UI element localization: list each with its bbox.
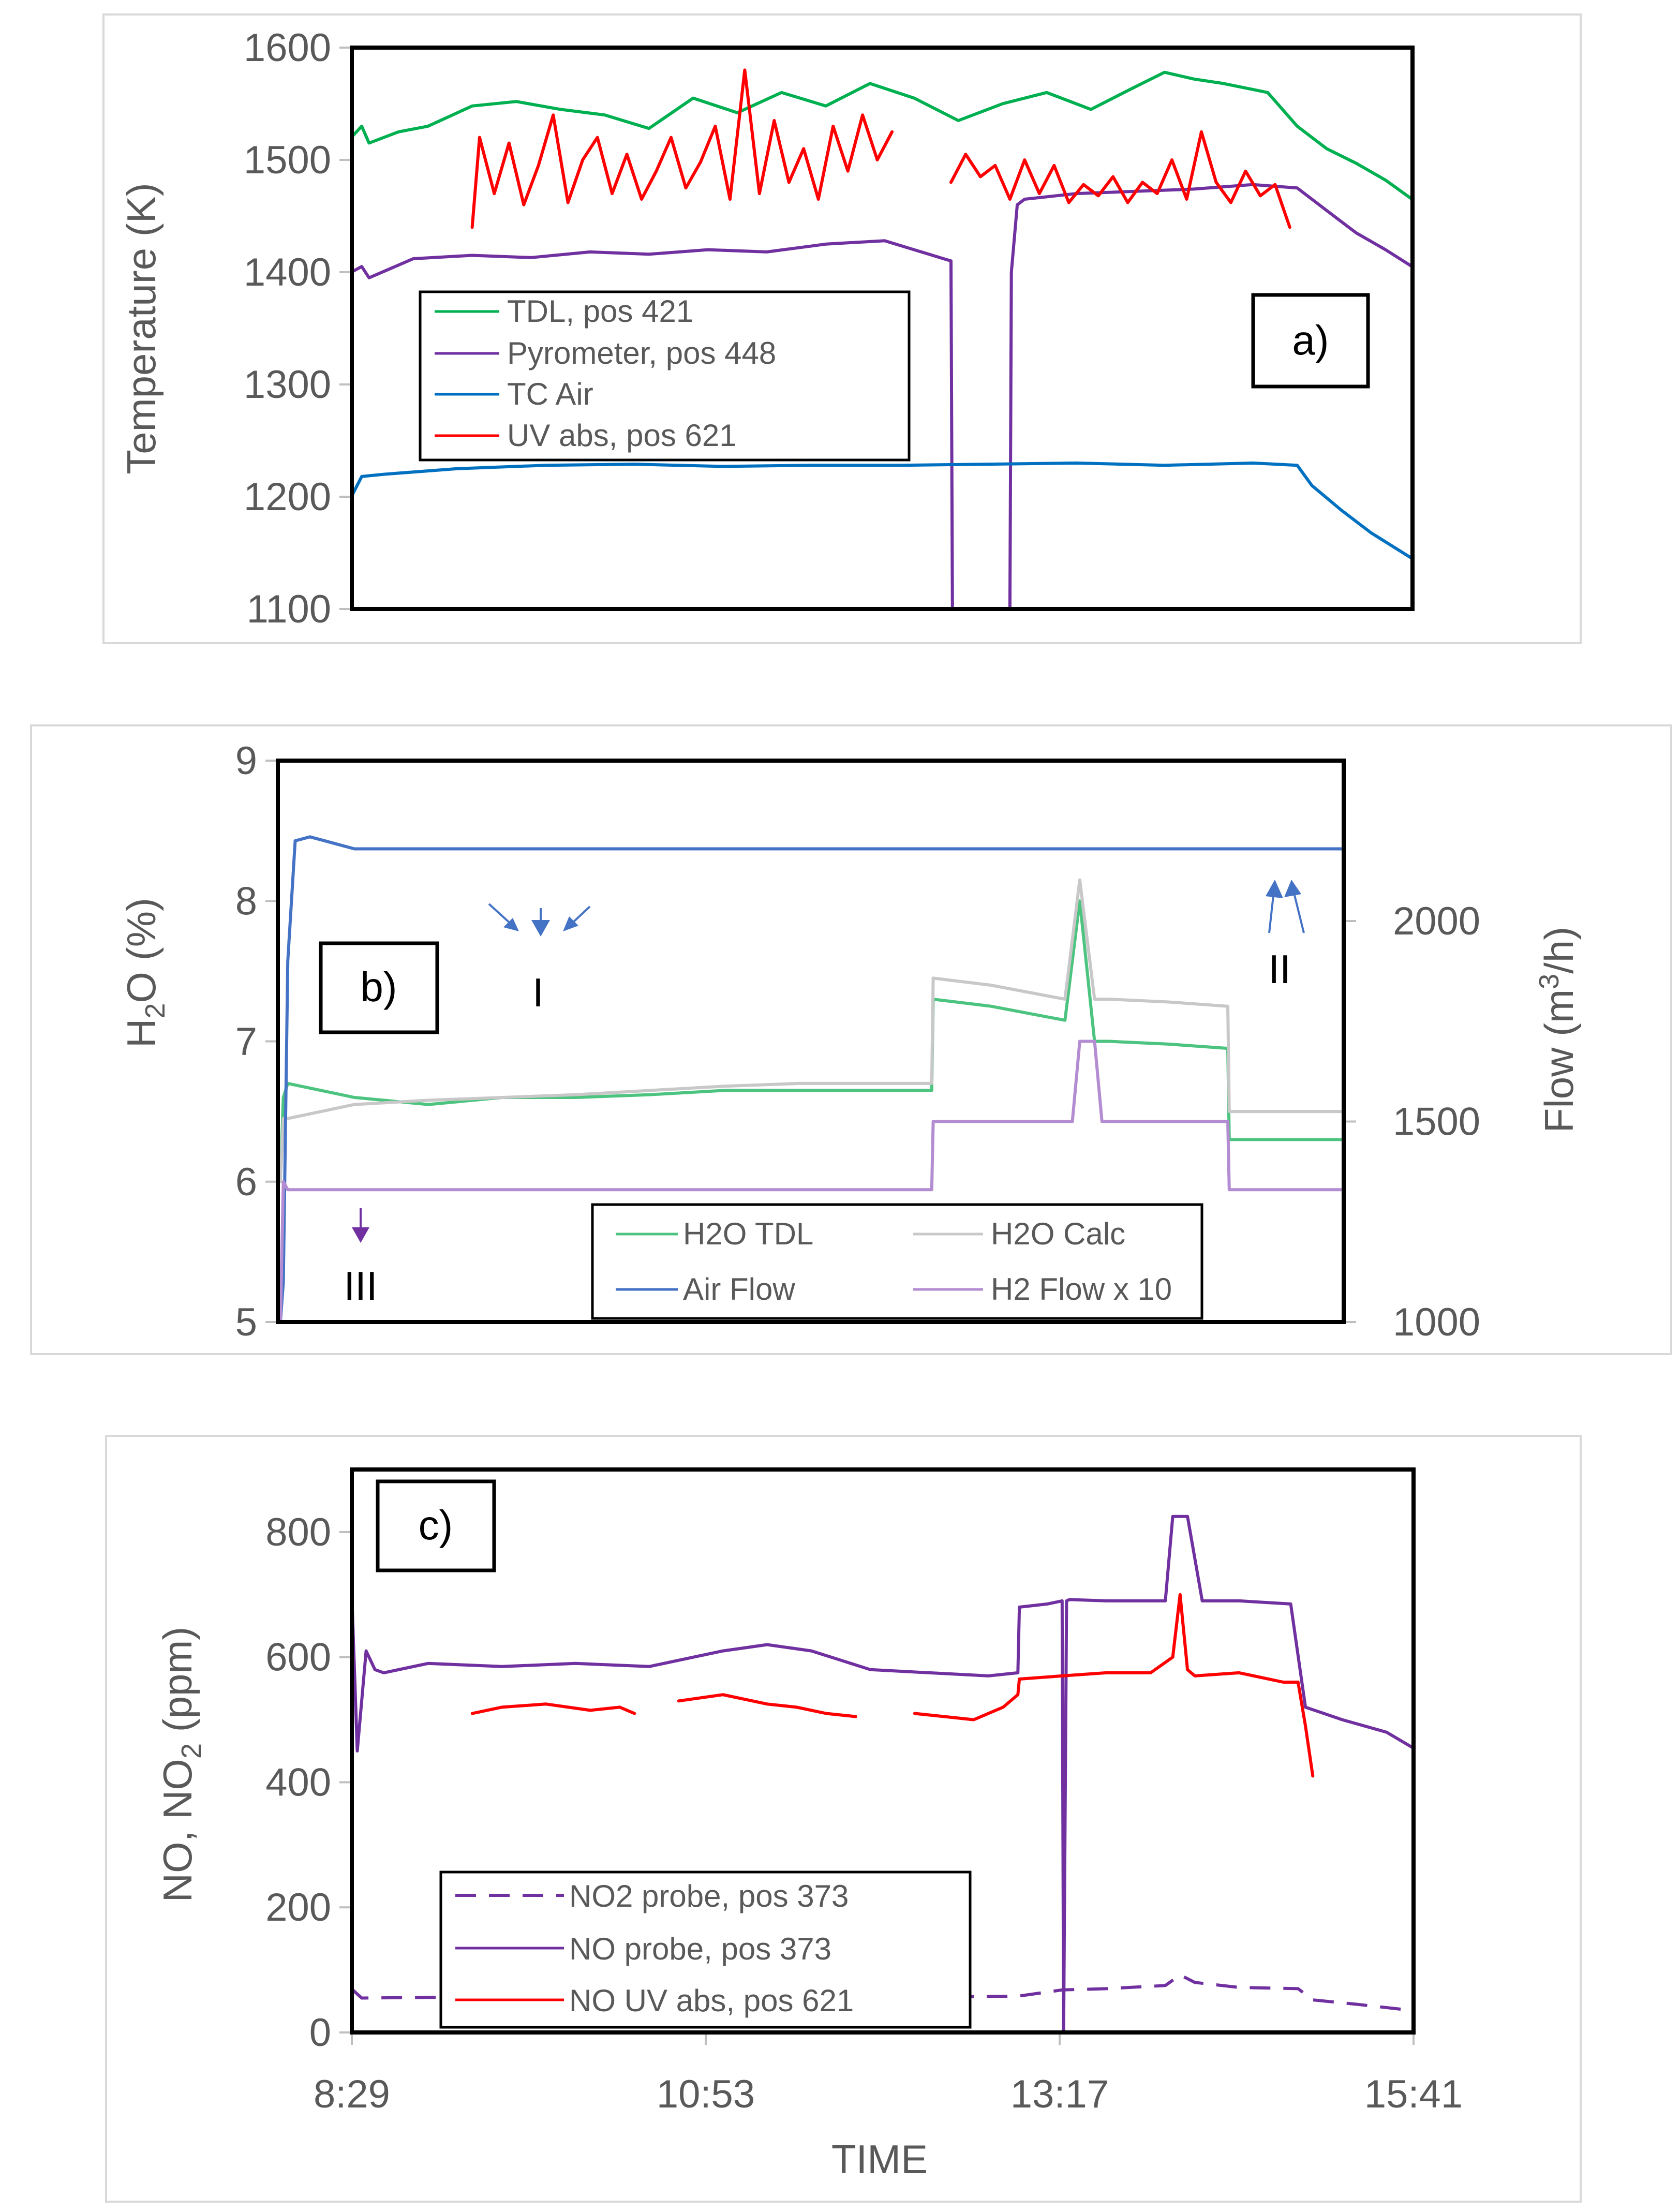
legend-label-h2-flow: H2 Flow x 10 (991, 1272, 1172, 1307)
annotation-i-arrowhead-left (503, 918, 519, 931)
x-tick-label: 15:41 (1364, 2072, 1463, 2116)
annotation-i-arrowhead-right (563, 916, 578, 931)
panel-a-tag-box (1251, 293, 1370, 389)
y-tick-label: 7 (235, 1020, 257, 1064)
x-tick-label: 8:29 (314, 2072, 390, 2116)
series-line-tc-air (350, 461, 1414, 560)
annotation-i: I (488, 903, 591, 1015)
panel-c-legend-box (439, 1870, 972, 2029)
y2-tick-label: 1500 (1393, 1100, 1480, 1144)
panel-c-y-axis-label: NO, NO2 (ppm) (155, 1627, 207, 1903)
legend-label-no-uv-abs: NO UV abs, pos 621 (569, 1983, 854, 2018)
panel-b-tag: b) (319, 941, 439, 1034)
y-tick-label: 9 (235, 739, 257, 783)
panel-a-temperature: 1600 1500 1400 1300 1200 1100 Temperature (K)… (102, 13, 1582, 644)
y-tick-label: 1200 (244, 475, 331, 519)
panel-a-tag-label: a) (1292, 317, 1329, 363)
legend-label-tdl: TDL, pos 421 (507, 294, 693, 329)
series-line-h2o-calc (278, 878, 1345, 1183)
y-tick-label: 800 (265, 1510, 331, 1554)
panel-b-water-flow: 9 8 7 6 5 2000 1500 1000 H2O (%) Flow (m3/h) I… (30, 724, 1672, 1355)
panel-c-plot-area (350, 1467, 1416, 2035)
legend-label-pyrometer: Pyrometer, pos 448 (507, 336, 776, 370)
panel-b-legend: H2O TDL H2O Calc Air Flow H2 Flow x 10 (591, 1203, 1203, 1320)
x-tick-label: 10:53 (657, 2072, 755, 2116)
series-line-no-uv-abs-pos-621 (470, 1593, 1315, 1778)
y-tick-label: 1400 (244, 250, 331, 294)
series-line-tdl-pos-421 (350, 70, 1414, 201)
y2-tick-label: 1000 (1393, 1300, 1480, 1344)
annotation-ii-arrowhead-right (1284, 880, 1301, 897)
annotation-i-label: I (532, 970, 544, 1015)
y-tick-label: 1500 (244, 138, 331, 182)
panel-c-nox: 800 600 400 200 0 8:29 10:53 13:17 15:41 NO, NO… (105, 1435, 1582, 2203)
panel-b-y-tick-labels: 9 8 7 6 5 (235, 739, 257, 1344)
panel-a-y-axis-label: Temperature (K) (118, 183, 164, 474)
panel-b-y2-tick-labels: 2000 1500 1000 (1393, 899, 1480, 1344)
panel-c-x-axis-label: TIME (831, 2136, 928, 2182)
panel-b-tag-label: b) (360, 964, 397, 1010)
panel-a-y-tick-labels: 1600 1500 1400 1300 1200 1100 (244, 26, 331, 631)
y-tick-label: 8 (235, 879, 257, 923)
panel-b-legend-box (591, 1203, 1203, 1320)
legend-label-no2-probe: NO2 probe, pos 373 (569, 1879, 849, 1913)
annotation-ii: II (1266, 880, 1305, 992)
panel-a-plot-area (350, 46, 1415, 611)
y-tick-label: 600 (265, 1636, 331, 1680)
legend-label-air-flow: Air Flow (683, 1272, 795, 1307)
y-tick-label: 5 (235, 1300, 257, 1344)
y-tick-label: 0 (309, 2011, 331, 2055)
x-tick-label: 13:17 (1010, 2072, 1109, 2116)
legend-label-tc-air: TC Air (507, 377, 593, 411)
panel-a-legend-box (419, 290, 911, 462)
legend-label-uv-abs: UV abs, pos 621 (507, 418, 737, 453)
panel-a-series (350, 68, 1414, 611)
annotation-iii-label: III (344, 1263, 377, 1309)
panel-c-tag: c) (376, 1479, 496, 1572)
legend-label-no-probe: NO probe, pos 373 (569, 1932, 831, 1966)
y-tick-label: 400 (265, 1760, 331, 1804)
panel-c-y-tick-labels: 800 600 400 200 0 (265, 1510, 331, 2055)
series-line-h2-flow-x-10 (278, 1040, 1345, 1324)
legend-label-h2o-tdl: H2O TDL (683, 1216, 813, 1251)
annotation-ii-label: II (1268, 946, 1290, 992)
y-tick-label: 1100 (247, 587, 331, 631)
panel-b-y2-axis-label: Flow (m3/h) (1534, 927, 1582, 1133)
annotation-ii-arrow-right (1292, 890, 1305, 933)
series-line-air-flow (278, 835, 1345, 1324)
panel-b-series (278, 835, 1345, 1324)
panel-b-plot-area (276, 759, 1346, 1324)
panel-b-tag-box (319, 941, 439, 1034)
panel-a-tag: a) (1251, 293, 1370, 389)
panel-c-legend: NO2 probe, pos 373 NO probe, pos 373 NO … (439, 1870, 972, 2029)
annotation-iii-arrowhead (352, 1227, 369, 1243)
series-line-uv-abs-pos-621 (470, 68, 1291, 229)
panel-c-tag-label: c) (419, 1502, 453, 1548)
y-tick-label: 6 (235, 1160, 257, 1204)
y-tick-label: 200 (265, 1886, 331, 1929)
series-line-no-probe-pos-373 (350, 1515, 1415, 2034)
annotation-ii-arrow-left (1268, 890, 1275, 933)
y-tick-label: 1300 (244, 363, 331, 407)
legend-label-h2o-calc: H2O Calc (991, 1216, 1125, 1251)
panel-c-tag-box (376, 1479, 496, 1572)
annotation-ii-arrowhead-left (1266, 880, 1283, 898)
panel-b-y-axis-label: H2O (%) (118, 898, 171, 1048)
y2-tick-label: 2000 (1393, 899, 1480, 943)
annotation-iii: III (344, 1208, 378, 1309)
panel-c-x-tick-labels: 8:29 10:53 13:17 15:41 (314, 2072, 1463, 2116)
annotation-i-arrowhead-center (531, 920, 550, 937)
panel-a-legend: TDL, pos 421 Pyrometer, pos 448 TC Air U… (419, 290, 911, 462)
y-tick-label: 1600 (244, 26, 331, 70)
